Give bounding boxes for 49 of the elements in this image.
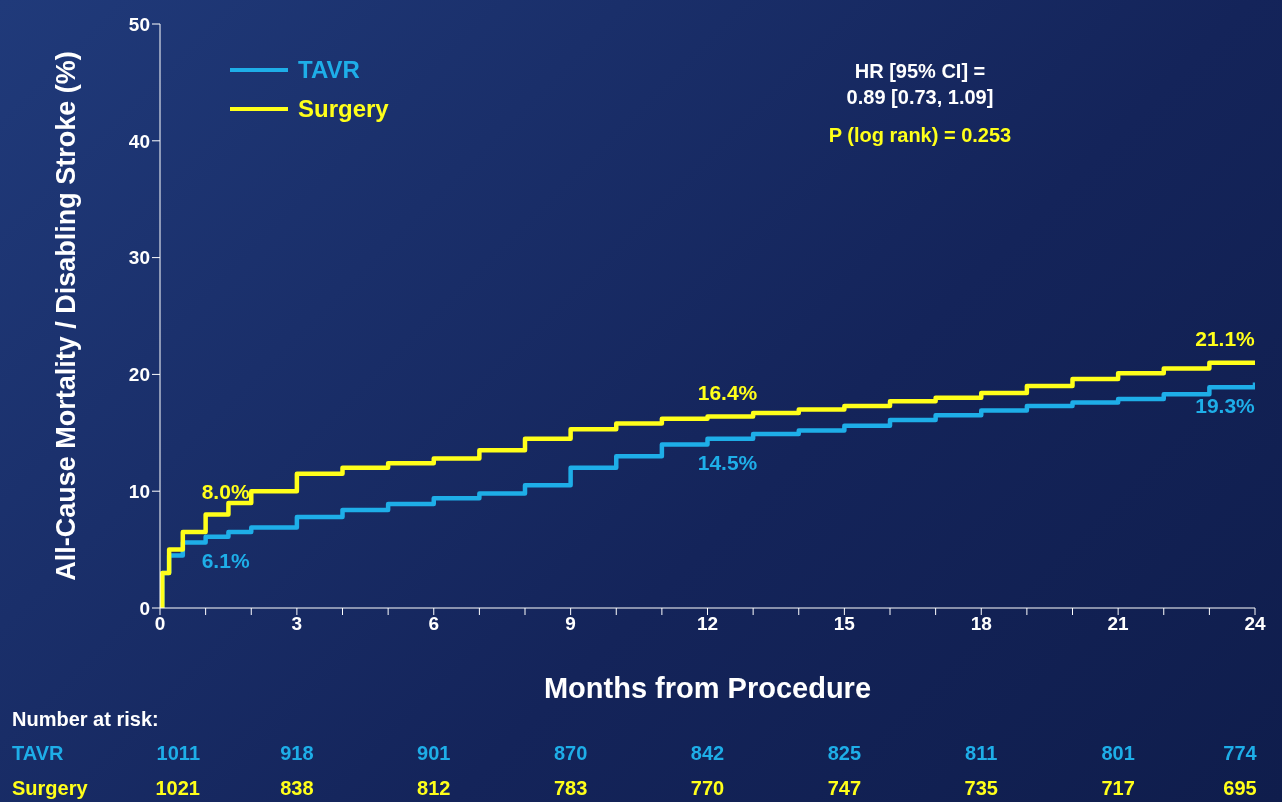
annotation: P (log rank) = 0.253 (827, 123, 1013, 148)
y-tick-label: 10 (128, 480, 150, 502)
text: 747 (826, 777, 863, 800)
text: 901 (416, 742, 452, 765)
text: Surgery (12, 777, 88, 800)
annotation: 0.89 [0.73, 1.09] (845, 85, 995, 110)
x-tick-label: 21 (1107, 613, 1130, 635)
text: 812 (416, 777, 452, 800)
x-tick-label: 6 (428, 613, 440, 635)
text: 1011 (155, 742, 200, 765)
text: 918 (279, 742, 315, 765)
text: 842 (689, 742, 726, 765)
text: 717 (1100, 777, 1136, 800)
text: 838 (279, 777, 315, 800)
y-tick-label: 30 (128, 247, 150, 269)
text: 870 (552, 742, 589, 765)
annotation: 14.5% (697, 450, 758, 474)
annotation: HR [95% CI] = (853, 59, 987, 84)
x-tick-label: 12 (696, 613, 719, 635)
y-tick-label: 20 (128, 364, 150, 386)
x-tick-label: 3 (291, 613, 303, 635)
text: 825 (826, 742, 863, 765)
text: 801 (1100, 742, 1136, 765)
text: 735 (963, 777, 999, 800)
text: 783 (552, 777, 589, 800)
text: 770 (689, 777, 726, 800)
y-tick-label: 40 (128, 130, 150, 152)
x-tick-label: 9 (565, 613, 576, 635)
y-tick-label: 50 (128, 13, 150, 35)
text: 1021 (154, 777, 200, 800)
annotation: 19.3% (1195, 394, 1256, 418)
annotation: 8.0% (201, 479, 250, 503)
x-tick-label: 24 (1244, 613, 1266, 635)
legend-label: TAVR (298, 55, 360, 84)
x-axis-title: Months from Procedure (543, 672, 872, 704)
legend-label: Surgery (298, 94, 389, 123)
text: 774 (1222, 742, 1258, 765)
annotation: 21.1% (1195, 326, 1256, 350)
text: TAVR (12, 742, 64, 765)
y-tick-label: 0 (139, 597, 150, 619)
y-axis-title: All-Cause Mortality / Disabling Stroke (%) (51, 51, 81, 581)
text: 811 (964, 742, 999, 765)
text: Number at risk: (12, 708, 159, 731)
text: 695 (1222, 777, 1258, 800)
annotation: 6.1% (201, 548, 250, 572)
annotation: 16.4% (697, 381, 758, 405)
x-tick-label: 15 (833, 613, 856, 635)
x-tick-label: 0 (154, 613, 166, 635)
x-tick-label: 18 (970, 613, 992, 635)
